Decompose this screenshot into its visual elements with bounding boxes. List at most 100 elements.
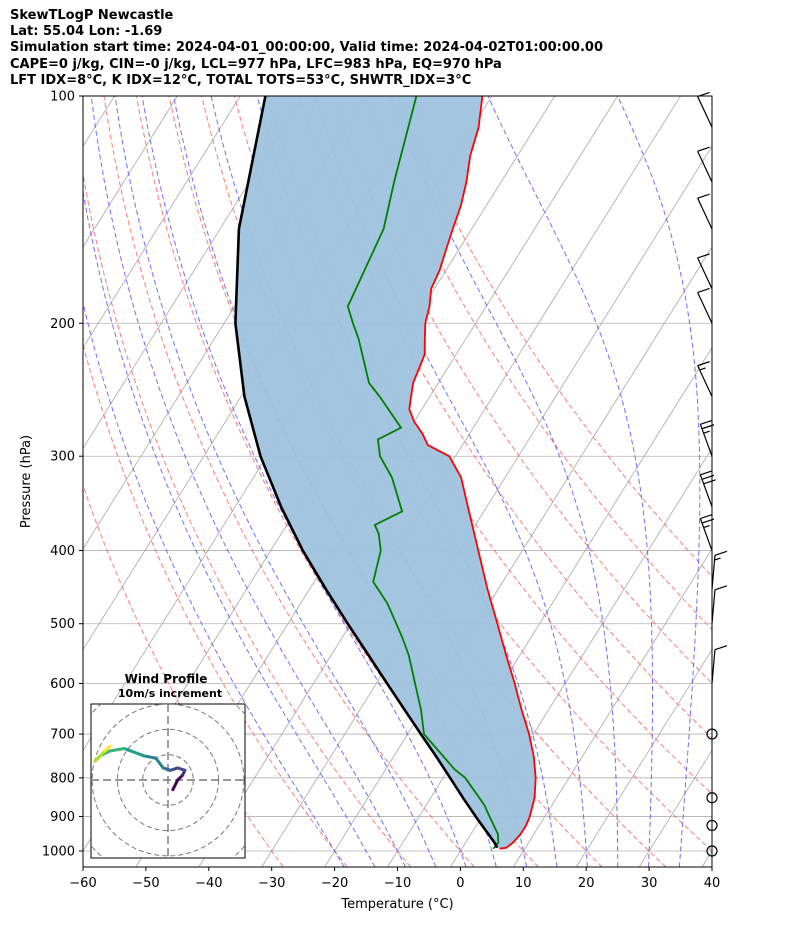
wind-barb (706, 845, 718, 857)
moist-adiabat-line (90, 96, 406, 867)
barb-staff (697, 292, 713, 324)
wind-barb (711, 645, 728, 684)
isotherm-line (575, 648, 712, 867)
x-tick-label: −10 (384, 876, 411, 891)
y-tick-label: 900 (50, 810, 75, 825)
hodograph-segment (171, 778, 180, 792)
hodograph-plot (91, 704, 245, 858)
y-tick-label: 800 (50, 771, 75, 786)
barb-staff (697, 365, 713, 397)
title-line-1: SkewTLogP Newcastle (10, 8, 174, 23)
wind-barb (699, 419, 715, 457)
wind-barb (706, 819, 718, 832)
y-tick-label: 100 (50, 90, 75, 105)
barb-staff (699, 518, 713, 551)
barb-flag (697, 91, 710, 98)
cape-shaded-region (235, 96, 536, 849)
dry-adiabat-line (83, 171, 412, 867)
wind-barb (697, 253, 713, 289)
x-tick-label: 40 (704, 876, 721, 891)
wind-barb (697, 146, 713, 183)
wind-barb (711, 550, 728, 590)
barb-flag (701, 474, 715, 480)
barb-flag (700, 419, 713, 425)
wind-barb (706, 792, 718, 804)
parcel-line (234, 96, 499, 849)
barb-flag (700, 470, 713, 476)
barb-flag (697, 193, 710, 199)
barb-flag (697, 287, 710, 294)
barb-flag (714, 557, 721, 561)
hodograph-segment (154, 756, 165, 770)
barb-staff (711, 649, 716, 684)
barb-flag (700, 514, 713, 520)
title-line-2: Lat: 55.04 Lon: -1.69 (10, 24, 163, 39)
y-tick-label: 400 (50, 544, 75, 559)
y-axis-label: Pressure (hPa) (19, 435, 34, 528)
moist-adiabat-line (114, 96, 437, 867)
moist-adiabat-line (141, 96, 467, 867)
title-line-4: CAPE=0 j/kg, CIN=-0 j/kg, LCL=977 hPa, L… (10, 57, 502, 72)
y-tick-label: 700 (50, 728, 75, 743)
barb-flag (701, 518, 715, 524)
isotherm-line (83, 96, 241, 349)
barb-staff (697, 150, 713, 183)
moist-adiabat-line (83, 300, 345, 867)
dry-adiabat-line (396, 96, 712, 578)
wind-barb (697, 287, 713, 324)
wind-barb (699, 514, 715, 551)
title-line-5: LFT IDX=8°C, K IDX=12°C, TOTAL TOTS=53°C… (10, 73, 472, 88)
barb-staff (699, 474, 713, 507)
x-tick-label: −20 (321, 876, 348, 891)
isotherm-line (638, 749, 712, 867)
hodograph-segment (103, 744, 112, 753)
barb-staff (697, 257, 713, 289)
title-line-3: Simulation start time: 2024-04-01_00:00:… (10, 40, 603, 55)
y-tick-label: 1000 (42, 845, 75, 860)
hodograph-segment (122, 747, 146, 758)
barb-staff (697, 197, 713, 230)
isotherm-line (261, 145, 712, 867)
y-tick-label: 200 (50, 317, 75, 332)
moist-adiabat-line (617, 96, 701, 867)
hodograph-ring (91, 704, 245, 857)
calm-wind-circle (706, 792, 718, 804)
barb-flag (714, 550, 728, 556)
wind-barbs (697, 91, 728, 857)
wind-barb (697, 361, 713, 397)
barb-flag (699, 367, 706, 371)
x-tick-label: 0 (456, 876, 464, 891)
x-tick-label: 30 (641, 876, 658, 891)
y-tick-label: 600 (50, 677, 75, 692)
isotherm-line (83, 96, 178, 248)
dry-adiabat-line (331, 96, 712, 685)
hodograph-segment (142, 754, 158, 760)
barb-flag (697, 253, 710, 259)
barb-flag (703, 479, 716, 485)
x-tick-label: −50 (132, 876, 159, 891)
isotherm-line (324, 246, 712, 867)
barb-flag (701, 424, 715, 430)
calm-wind-circle (706, 845, 718, 857)
barb-staff (699, 424, 713, 457)
isotherm-line (512, 548, 712, 867)
x-tick-label: −30 (258, 876, 285, 891)
calm-wind-circle (706, 728, 718, 740)
barb-flag (697, 361, 710, 367)
dry-adiabat-line (168, 96, 603, 867)
temperature-line (408, 96, 537, 850)
wind-barb (697, 193, 713, 230)
hodograph-segment (108, 747, 126, 753)
y-tick-label: 500 (50, 617, 75, 632)
isotherm-line (701, 850, 712, 867)
barb-staff (711, 555, 716, 590)
x-axis-label: Temperature (°C) (340, 897, 453, 912)
profile-lines (234, 96, 537, 850)
barb-flag (714, 645, 728, 651)
barb-flag (714, 585, 728, 591)
barb-flag (697, 146, 710, 152)
x-tick-label: −60 (69, 876, 96, 891)
hodograph-subtitle: 10m/s increment (118, 687, 222, 700)
hodograph-title: Wind Profile (125, 672, 208, 686)
